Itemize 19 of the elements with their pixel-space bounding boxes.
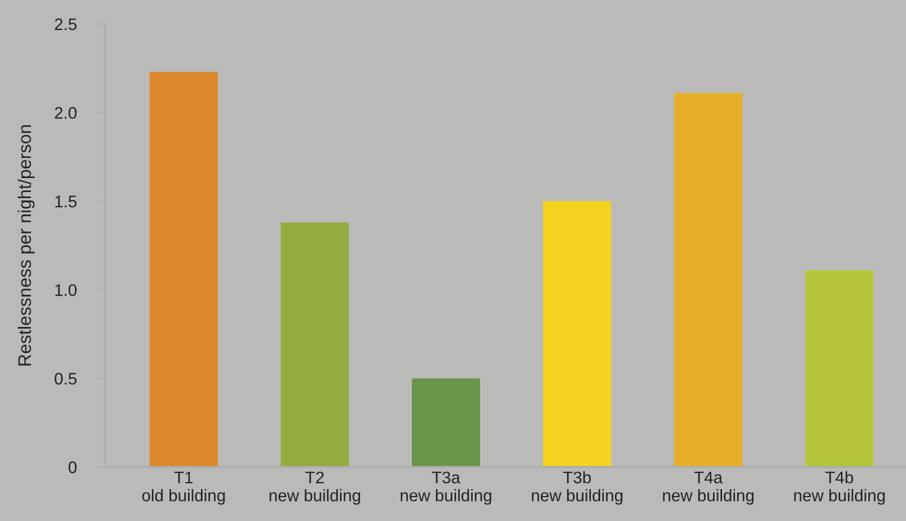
x-tick-label: T2 new building (270, 472, 360, 505)
y-tick-label: 0.5 (54, 372, 77, 385)
y-axis-title: Restlessness per night/person (18, 125, 35, 366)
x-tick-label: T3a new building (400, 472, 492, 505)
y-tick-label: 1.0 (55, 284, 77, 296)
x-tick-label: T4a new building (663, 472, 754, 505)
bar (543, 201, 612, 467)
bar (805, 270, 874, 467)
bar (674, 93, 742, 467)
y-tick-label: 1.5 (55, 196, 77, 208)
y-tick-label: 2.0 (54, 107, 77, 119)
y-tick-label: 2.5 (54, 18, 77, 30)
bar (280, 222, 349, 467)
y-tick-label: 0 (68, 461, 77, 474)
x-tick-label: T1 old building (142, 472, 225, 505)
bar (412, 378, 480, 467)
x-tick-label: T4b new building (794, 471, 885, 505)
bar (150, 72, 218, 467)
x-tick-label: T3b new building (532, 471, 622, 505)
